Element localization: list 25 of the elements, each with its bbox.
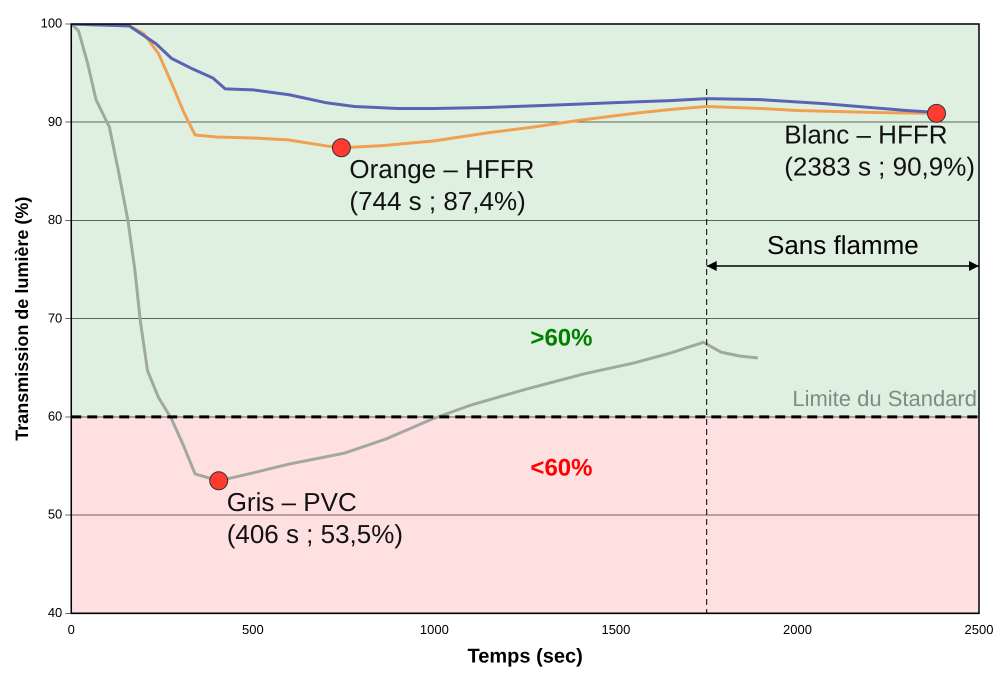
annotation: Blanc – HFFR (2383 s ; 90,9%) <box>784 120 976 182</box>
y-tick-label: 60 <box>48 408 62 424</box>
band-label: >60% <box>530 324 592 352</box>
y-tick-label: 90 <box>48 114 62 129</box>
x-tick-label: 500 <box>242 622 264 637</box>
annotation: Gris – PVC (406 s ; 53,5%) <box>226 486 404 549</box>
y-tick-label: 70 <box>48 310 62 326</box>
point <box>332 138 351 158</box>
ref-line-label: Sans flamme <box>766 230 919 260</box>
x-tick-label: 2000 <box>782 622 812 637</box>
x-tick-label: 0 <box>68 622 75 637</box>
x-tick-label: 1000 <box>420 622 449 637</box>
x-tick-label: 1500 <box>601 622 630 637</box>
band-label: <60% <box>530 454 592 482</box>
y-tick-label: 80 <box>48 212 62 228</box>
point <box>927 104 946 123</box>
annotation: Orange – HFFR (744 s ; 87,4%) <box>349 154 534 216</box>
ref-line-label: Limite du Standard <box>792 386 977 411</box>
y-tick-label: 40 <box>48 604 62 620</box>
y-tick-label: 100 <box>40 16 62 31</box>
x-axis-title: Temps (sec) <box>468 646 583 668</box>
point <box>209 471 228 490</box>
y-axis-title: Transmission de lumière (%) <box>12 196 32 441</box>
x-tick-label: 2500 <box>964 622 994 637</box>
y-tick-label: 50 <box>48 506 62 522</box>
